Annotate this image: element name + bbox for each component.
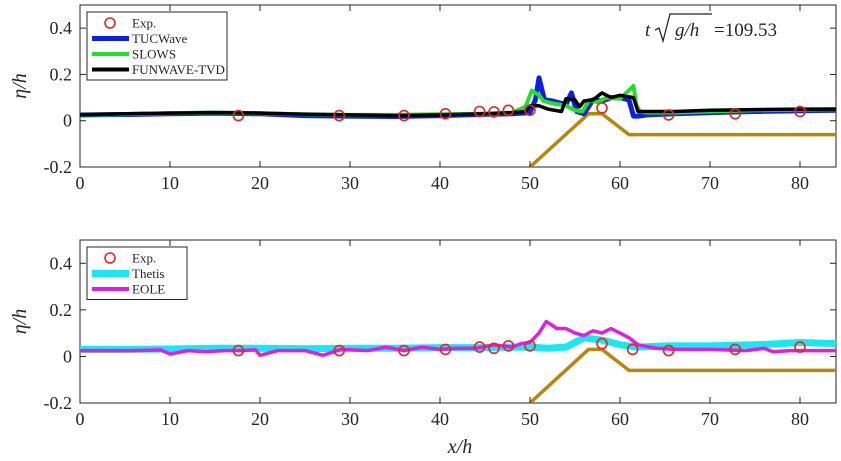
exp-data-point bbox=[488, 106, 500, 118]
top-ticks: 0 10 20 30 40 50 60 70 80-0.200.20.4 bbox=[44, 5, 836, 193]
exp-data-point bbox=[794, 105, 806, 118]
exp-data-point bbox=[439, 108, 452, 120]
x-tick-label: 70 bbox=[701, 409, 719, 429]
x-tick-label: 80 bbox=[791, 173, 809, 193]
time-annotation-prefix: t bbox=[645, 20, 651, 41]
y-tick-label: 0.4 bbox=[50, 18, 73, 38]
exp-data-point bbox=[398, 344, 410, 357]
legend-entry-label: Exp. bbox=[132, 251, 156, 266]
exp-data-point bbox=[729, 108, 742, 120]
exp-data-point bbox=[596, 337, 608, 350]
exp-data-point bbox=[232, 109, 245, 122]
legend-entry-label: EOLE bbox=[132, 282, 165, 297]
top-plot-content bbox=[80, 75, 836, 167]
x-tick-label: 10 bbox=[161, 173, 179, 193]
x-tick-label: 40 bbox=[431, 173, 449, 193]
top-panel: 0 10 20 30 40 50 60 70 80-0.200.20.4 η/h Exp.TUC… bbox=[9, 4, 837, 193]
y-tick-label: 0.2 bbox=[50, 64, 73, 84]
exp-data-point bbox=[662, 109, 675, 121]
sqrt-symbol bbox=[654, 13, 712, 44]
x-tick-label: 40 bbox=[431, 409, 449, 429]
bathymetry-line bbox=[528, 112, 836, 167]
exp-data-point bbox=[333, 109, 346, 122]
exp-data-point bbox=[398, 109, 410, 122]
exp-data-point bbox=[502, 340, 515, 352]
x-tick-label: 10 bbox=[161, 409, 179, 429]
bottom-ylabel: η/h bbox=[9, 309, 31, 334]
x-tick-label: 80 bbox=[791, 409, 809, 429]
bottom-axes-box bbox=[79, 239, 837, 404]
y-tick-label: 0.4 bbox=[50, 253, 73, 273]
exp-data-point bbox=[473, 105, 486, 118]
top-ylabel: η/h bbox=[9, 73, 31, 98]
exp-data-point bbox=[488, 342, 500, 355]
y-tick-label: 0.2 bbox=[50, 300, 73, 320]
time-annotation-value: =109.53 bbox=[714, 20, 777, 41]
x-tick-label: 50 bbox=[521, 173, 539, 193]
x-tick-label: 30 bbox=[341, 173, 359, 193]
exp-data-point bbox=[232, 344, 245, 357]
legend-marker bbox=[104, 252, 116, 264]
legend-marker bbox=[104, 17, 116, 29]
exp-data-point bbox=[729, 343, 742, 356]
series-line-thetis bbox=[80, 334, 836, 353]
x-tick-label: 70 bbox=[701, 173, 719, 193]
bottom-plot-content bbox=[80, 319, 836, 403]
bottom-ticks: 0 10 20 30 40 50 60 70 80-0.200.20.4 bbox=[44, 240, 836, 429]
series-line-funwave-tvd bbox=[80, 91, 836, 118]
y-tick-label: -0.2 bbox=[44, 157, 73, 177]
legend-entry-label: Thetis bbox=[132, 266, 165, 281]
exp-data-point bbox=[626, 343, 639, 356]
x-tick-label: 20 bbox=[251, 409, 269, 429]
legend-entry-label: SLOWS bbox=[132, 47, 176, 62]
exp-data-point bbox=[524, 340, 536, 352]
legend-entry-label: Exp. bbox=[132, 16, 156, 31]
x-tick-label: 50 bbox=[521, 409, 539, 429]
exp-data-point bbox=[794, 341, 806, 353]
x-tick-label: 0 bbox=[76, 173, 85, 193]
exp-data-point bbox=[662, 344, 675, 357]
y-tick-label: 0 bbox=[63, 346, 72, 366]
exp-data-point bbox=[473, 341, 486, 353]
time-annotation: t g/h =109.53 bbox=[645, 13, 777, 44]
exp-data-point bbox=[439, 343, 452, 356]
y-tick-label: -0.2 bbox=[44, 393, 73, 413]
exp-data-point bbox=[333, 344, 346, 357]
y-tick-label: 0 bbox=[63, 111, 72, 131]
x-tick-label: 30 bbox=[341, 409, 359, 429]
exp-data-point bbox=[596, 102, 608, 114]
legend-entry-label: FUNWAVE-TVD bbox=[132, 62, 225, 77]
x-tick-label: 20 bbox=[251, 173, 269, 193]
x-tick-label: 60 bbox=[611, 409, 629, 429]
exp-data-point bbox=[524, 104, 536, 117]
legend-entry-label: TUCWave bbox=[132, 31, 187, 46]
x-tick-label: 60 bbox=[611, 173, 629, 193]
exp-data-point bbox=[502, 104, 515, 117]
bottom-panel: 0 10 20 30 40 50 60 70 80-0.200.20.4 η/h x/h Exp… bbox=[9, 239, 837, 458]
time-annotation-radicand: g/h bbox=[675, 20, 699, 41]
x-tick-label: 0 bbox=[76, 409, 85, 429]
bottom-xlabel: x/h bbox=[447, 436, 472, 458]
